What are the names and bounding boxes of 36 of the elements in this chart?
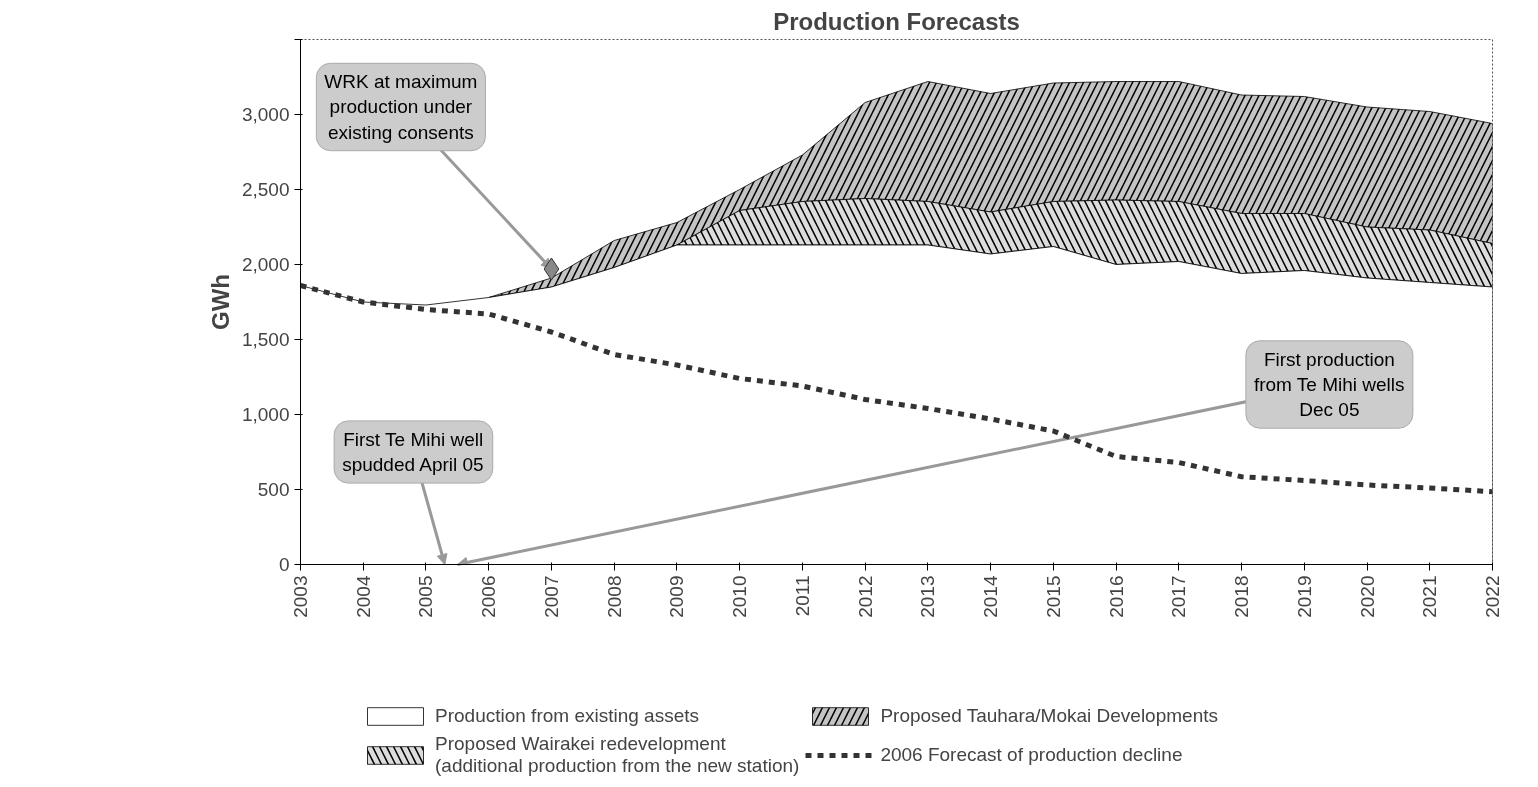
x-tick-label: 2003 xyxy=(290,575,311,618)
y-tick-label: 500 xyxy=(257,479,290,500)
x-tick-label: 2014 xyxy=(980,575,1002,618)
x-tick-label: 2009 xyxy=(666,575,688,618)
x-tick-label: 2017 xyxy=(1168,575,1190,618)
x-tick-label: 2018 xyxy=(1231,575,1253,618)
x-tick-label: 2021 xyxy=(1419,575,1441,618)
legend-label: 2006 Forecast of production decline xyxy=(880,744,1183,766)
y-tick-label: 0 xyxy=(278,554,290,575)
annotation: First Te Mihi well spudded April 05 xyxy=(342,428,484,476)
y-tick-label: 2,500 xyxy=(241,179,290,200)
y-tick-label: 3,000 xyxy=(241,104,290,125)
y-tick-label: 1,500 xyxy=(241,329,290,350)
x-tick-label: 2015 xyxy=(1042,575,1064,618)
x-tick-label: 2008 xyxy=(603,575,625,618)
x-tick-label: 2012 xyxy=(854,575,876,618)
x-tick-label: 2020 xyxy=(1356,575,1378,618)
x-tick-label: 2016 xyxy=(1105,575,1127,618)
y-axis-title: GWh xyxy=(206,274,234,330)
x-tick-label: 2013 xyxy=(917,575,939,618)
x-tick-label: 2006 xyxy=(478,575,500,618)
x-tick-label: 2007 xyxy=(540,575,562,618)
legend-label: Proposed Tauhara/Mokai Developments xyxy=(880,705,1218,727)
annotation: WRK at maximum production under existing consents xyxy=(324,71,478,143)
legend-label: Proposed Wairakei redevelopment (additional production from the new station) xyxy=(435,733,800,777)
x-tick-label: 2019 xyxy=(1293,575,1315,618)
chart-title: Production Forecasts xyxy=(773,7,1020,35)
x-tick-label: 2022 xyxy=(1482,575,1503,618)
x-tick-label: 2005 xyxy=(415,575,437,618)
x-tick-label: 2004 xyxy=(352,575,374,618)
x-tick-label: 2011 xyxy=(791,575,813,617)
annotation: First production from Te Mihi wells Dec 05 xyxy=(1253,348,1405,421)
y-tick-label: 2,000 xyxy=(241,254,290,275)
y-tick-label: 1,000 xyxy=(241,404,290,425)
legend-label: Production from existing assets xyxy=(435,705,700,727)
x-tick-label: 2010 xyxy=(729,575,751,618)
